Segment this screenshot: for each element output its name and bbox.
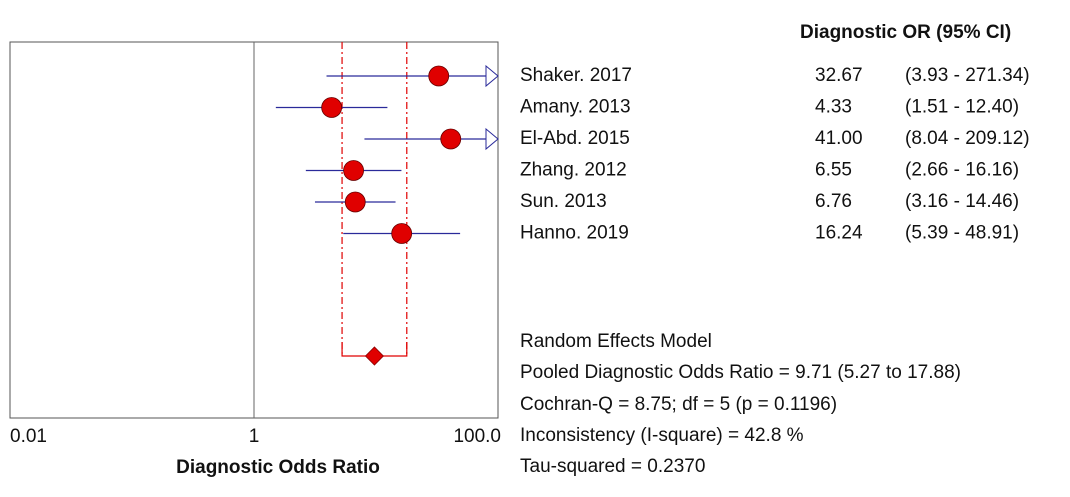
column-header: Diagnostic OR (95% CI) — [800, 22, 1011, 43]
study-name: Hanno. 2019 — [520, 223, 629, 244]
study-name: Amany. 2013 — [520, 97, 631, 118]
or-value: 6.76 — [815, 191, 852, 212]
ci-label: (3.16 - 14.46) — [905, 191, 1019, 212]
pooled-label: Pooled Diagnostic Odds Ratio = 9.71 (5.2… — [520, 362, 961, 383]
study-name: Zhang. 2012 — [520, 160, 627, 181]
ci-label: (2.66 - 16.16) — [905, 160, 1019, 181]
point-estimate — [428, 65, 450, 87]
study-name: El-Abd. 2015 — [520, 128, 630, 149]
stat-line: Inconsistency (I-square) = 42.8 % — [520, 425, 804, 446]
ci-label: (8.04 - 209.12) — [905, 128, 1030, 149]
ci-arrow — [485, 64, 499, 88]
x-tick-label: 0.01 — [10, 426, 47, 447]
study-name: Sun. 2013 — [520, 191, 607, 212]
or-value: 41.00 — [815, 128, 863, 149]
stat-line: Tau-squared = 0.2370 — [520, 456, 705, 477]
x-tick-label: 1 — [249, 426, 260, 447]
point-estimate — [321, 97, 343, 118]
or-value: 32.67 — [815, 65, 863, 86]
x-tick-label: 100.0 — [453, 426, 501, 447]
study-name: Shaker. 2017 — [520, 65, 632, 86]
plot-area — [275, 42, 498, 366]
model-name: Random Effects Model — [520, 331, 712, 352]
or-value: 16.24 — [815, 223, 863, 244]
or-value: 6.55 — [815, 160, 852, 181]
x-axis-label: Diagnostic Odds Ratio — [176, 457, 380, 478]
point-estimate — [391, 223, 413, 244]
ci-label: (1.51 - 12.40) — [905, 97, 1019, 118]
ci-arrow — [485, 127, 499, 151]
pooled-diamond — [364, 346, 385, 366]
stat-line: Cochran-Q = 8.75; df = 5 (p = 0.1196) — [520, 394, 837, 415]
point-estimate — [343, 160, 364, 181]
point-estimate — [440, 128, 462, 150]
or-value: 4.33 — [815, 97, 852, 118]
ci-label: (5.39 - 48.91) — [905, 223, 1019, 244]
ci-label: (3.93 - 271.34) — [905, 65, 1030, 86]
point-estimate — [344, 191, 366, 213]
